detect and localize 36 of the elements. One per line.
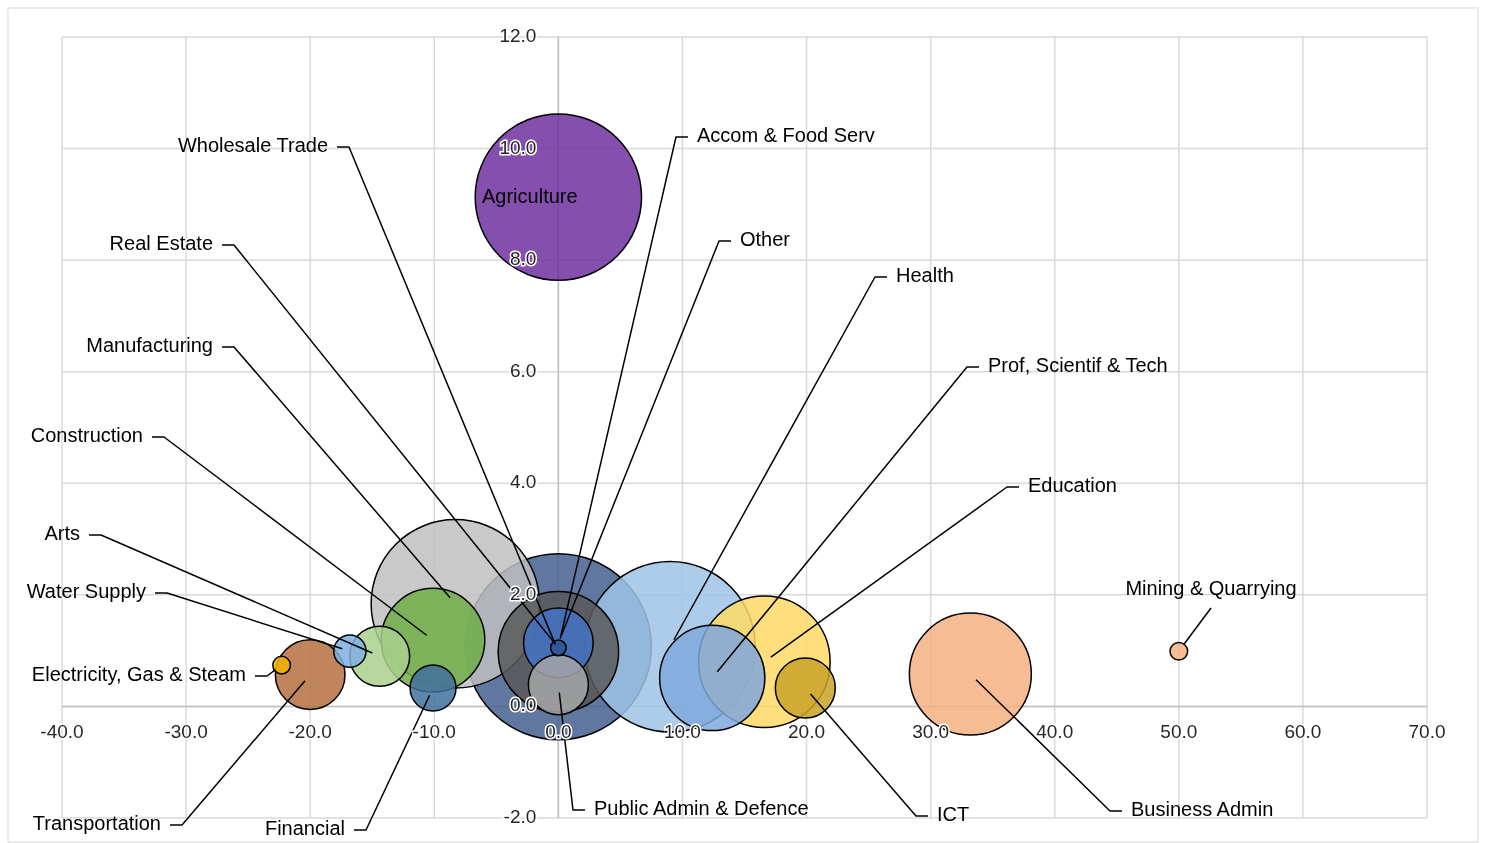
text: Water Supply xyxy=(26,580,146,603)
x-tick-label: -40.0 xyxy=(40,721,84,743)
x-tick-label: 50.0 xyxy=(1160,721,1198,743)
text: Education xyxy=(1028,474,1117,497)
y-tick-label: -2.0 xyxy=(503,806,537,828)
legend-label: Electricity, Gas & Steam xyxy=(31,663,246,686)
x-tick-label: -30.0 xyxy=(164,721,208,743)
x-tick-label: 40.0 xyxy=(1036,721,1074,743)
x-tick-label: -20.0 xyxy=(288,721,332,743)
text: Construction xyxy=(30,424,143,447)
text: Public Admin & Defence xyxy=(594,797,809,820)
text: Manufacturing xyxy=(86,334,213,357)
y-tick-label: 8.0 xyxy=(509,248,537,270)
text: Other xyxy=(740,228,791,251)
y-tick-label: 10.0 xyxy=(499,136,537,158)
text: Real Estate xyxy=(109,232,213,255)
text: Arts xyxy=(44,522,80,545)
text: Accom & Food Serv xyxy=(697,124,875,147)
x-tick-label: 30.0 xyxy=(912,721,950,743)
text: Financial xyxy=(264,817,345,840)
text: Business Admin xyxy=(1131,798,1274,821)
text: Wholesale Trade xyxy=(177,134,328,157)
x-tick-label: -10.0 xyxy=(412,721,456,743)
y-tick-label: 12.0 xyxy=(499,25,537,47)
series-label: Agriculture xyxy=(482,185,578,208)
text: Transportation xyxy=(32,812,161,835)
x-tick-label: 20.0 xyxy=(788,721,826,743)
text: Prof, Scientif & Tech xyxy=(988,354,1168,377)
text: Health xyxy=(896,264,954,287)
text: ICT xyxy=(937,803,970,826)
x-tick-label: 60.0 xyxy=(1284,721,1322,743)
y-tick-label: 6.0 xyxy=(509,359,537,381)
y-tick-label: 4.0 xyxy=(509,471,537,493)
y-tick-label: 0.0 xyxy=(509,694,537,716)
text: Mining & Quarrying xyxy=(1125,577,1297,600)
x-tick-label: 70.0 xyxy=(1408,721,1446,743)
